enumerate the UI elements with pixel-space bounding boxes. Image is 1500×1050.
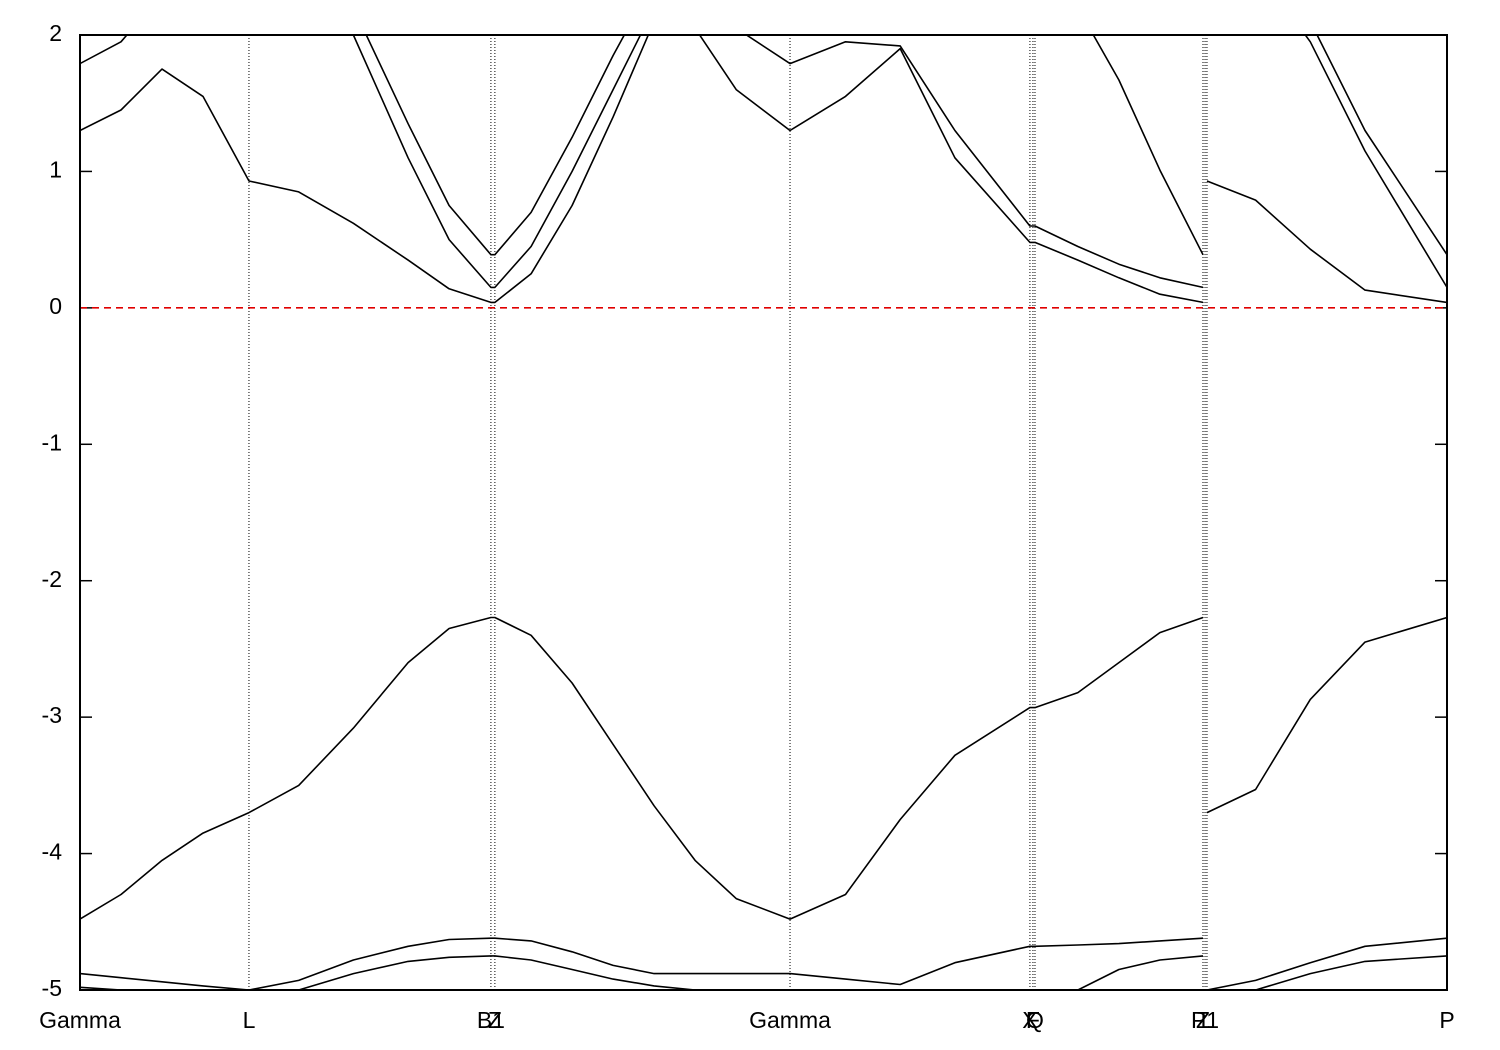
x-tick-label: Gamma (39, 1007, 121, 1033)
plot-frame (79, 34, 1448, 991)
band-line (365, 35, 1447, 256)
y-tick-label: 0 (49, 293, 62, 319)
x-tick-label: F (1026, 1007, 1040, 1033)
x-tick-label: B1 (477, 1007, 505, 1033)
y-tick-label: -2 (42, 566, 62, 592)
x-tick-label: P1 (1191, 1007, 1219, 1033)
grid (79, 34, 1448, 991)
x-tick-label: L (1201, 1007, 1214, 1033)
band-line (80, 616, 1447, 920)
band-line (80, 35, 1447, 304)
y-tick-label: -5 (42, 975, 62, 1001)
x-tick-label: Q (1026, 1007, 1044, 1033)
x-tick-label: P (1439, 1007, 1454, 1033)
band-line (80, 35, 1447, 289)
band-line (80, 937, 1447, 990)
y-tick-label: -4 (42, 839, 63, 865)
y-tick-label: -1 (42, 429, 62, 455)
bands (80, 35, 1447, 990)
x-tick-label: Gamma (749, 1007, 831, 1033)
x-tick-label: Z (488, 1007, 502, 1033)
x-tick-label: X (1022, 1007, 1037, 1033)
y-tick-label: 1 (49, 157, 62, 183)
x-tick-label: L (243, 1007, 256, 1033)
y-tick-label: -3 (42, 702, 62, 728)
band-line (80, 955, 1447, 990)
x-tick-label: Z (1196, 1007, 1210, 1033)
y-tick-label: 2 (49, 20, 62, 46)
